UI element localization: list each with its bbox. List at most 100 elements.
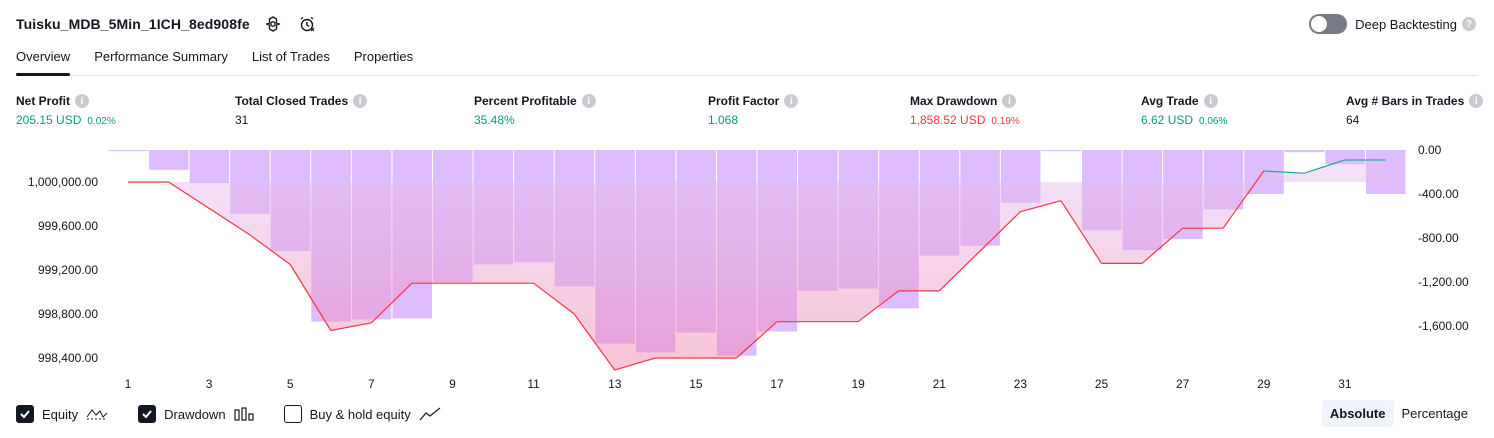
x-axis-tick: 11 bbox=[527, 377, 540, 391]
left-axis-tick: 998,800.00 bbox=[38, 307, 98, 321]
x-axis-tick: 29 bbox=[1257, 377, 1271, 391]
legend-equity[interactable]: Equity bbox=[16, 405, 108, 423]
metric-label: Net Profit bbox=[16, 94, 70, 108]
left-axis-tick: 999,200.00 bbox=[38, 263, 98, 277]
drawdown-bar bbox=[1284, 150, 1325, 153]
alarm-clock-icon[interactable] bbox=[296, 13, 318, 35]
x-axis-tick: 9 bbox=[449, 377, 456, 391]
metric-value: 64 bbox=[1346, 113, 1360, 127]
equity-line-segment bbox=[330, 322, 372, 332]
equity-area bbox=[128, 160, 1386, 371]
metric-value: 205.15 USD bbox=[16, 113, 82, 127]
value-mode-switch: Absolute Percentage bbox=[1321, 400, 1476, 427]
x-axis-tick: 5 bbox=[287, 377, 294, 391]
x-axis-tick: 27 bbox=[1176, 377, 1190, 391]
equity-line-segment bbox=[370, 282, 413, 324]
equity-line-segment bbox=[289, 264, 332, 331]
drawdown-bar bbox=[149, 150, 189, 170]
metric-net-profit: Net Profit i 205.15 USD 0.02% bbox=[16, 94, 116, 127]
tab-performance-summary[interactable]: Performance Summary bbox=[94, 49, 228, 64]
report-tabs: Overview Performance Summary List of Tra… bbox=[16, 44, 1478, 76]
legend-label: Drawdown bbox=[164, 406, 226, 422]
right-axis-tick: -1,600.00 bbox=[1418, 319, 1469, 333]
equity-line-segment bbox=[938, 250, 981, 292]
metric-avg-trade: Avg Trade i 6.62 USD 0.06% bbox=[1141, 94, 1227, 127]
x-axis-tick: 13 bbox=[608, 377, 622, 391]
buy-hold-checkbox[interactable] bbox=[283, 405, 302, 423]
left-axis-tick: 1,000,000.00 bbox=[28, 175, 98, 189]
absolute-button[interactable]: Absolute bbox=[1321, 400, 1394, 427]
drawdown-checkbox[interactable] bbox=[138, 405, 157, 423]
metric-avg-bars: Avg # Bars in Trades i 64 bbox=[1346, 94, 1484, 127]
equity-line-segment bbox=[249, 234, 291, 265]
metric-percent: 0.02% bbox=[87, 116, 116, 127]
x-axis-tick: 1 bbox=[125, 377, 132, 391]
legend-drawdown[interactable]: Drawdown bbox=[138, 405, 254, 423]
metric-value: 1,858.52 USD bbox=[910, 113, 986, 127]
drawdown-bar bbox=[108, 150, 149, 152]
x-axis-tick: 23 bbox=[1014, 377, 1028, 391]
metric-label: Total Closed Trades bbox=[235, 94, 349, 108]
legend-label: Buy & hold equity bbox=[309, 406, 411, 422]
x-axis-tick: 25 bbox=[1095, 377, 1109, 391]
x-axis-tick: 17 bbox=[770, 377, 784, 391]
right-axis-tick: -1,200.00 bbox=[1418, 275, 1469, 289]
info-icon[interactable]: i bbox=[784, 94, 799, 108]
left-axis: 1,000,000.00 999,600.00 999,200.00 998,800.… bbox=[28, 175, 98, 365]
chart-legend: Equity Drawdown Buy & hold equity bbox=[16, 404, 471, 424]
tab-properties[interactable]: Properties bbox=[353, 49, 414, 64]
percentage-button[interactable]: Percentage bbox=[1401, 406, 1469, 421]
x-axis-tick: 31 bbox=[1338, 377, 1352, 391]
info-icon[interactable]: i bbox=[1203, 94, 1218, 108]
strategy-title: Tuisku_MDB_5Min_1ICH_8ed908fe bbox=[16, 16, 250, 32]
info-icon[interactable]: i bbox=[581, 94, 596, 108]
equity-checkbox[interactable] bbox=[16, 405, 34, 423]
tab-list-of-trades[interactable]: List of Trades bbox=[251, 49, 330, 64]
metric-value: 31 bbox=[235, 113, 249, 127]
info-icon[interactable]: i bbox=[1002, 94, 1017, 108]
equity-line-segment bbox=[1222, 170, 1265, 229]
legend-buy-hold[interactable]: Buy & hold equity bbox=[283, 405, 441, 423]
equity-line-segment bbox=[736, 321, 778, 359]
toggle-knob bbox=[1311, 16, 1328, 32]
metric-label: Percent Profitable bbox=[474, 94, 577, 108]
x-axis-tick: 15 bbox=[689, 377, 703, 391]
equity-line-segment bbox=[168, 181, 210, 209]
deep-backtesting-toggle[interactable] bbox=[1309, 14, 1348, 34]
x-axis-tick: 21 bbox=[933, 377, 947, 391]
info-icon[interactable]: i bbox=[75, 94, 89, 108]
tab-overview[interactable]: Overview bbox=[16, 44, 71, 76]
equity-line-segment bbox=[533, 282, 575, 315]
equity-line-segment bbox=[1060, 200, 1103, 264]
info-icon[interactable]: i bbox=[353, 94, 368, 108]
left-axis-tick: 998,400.00 bbox=[38, 351, 98, 365]
metric-label: Avg # Bars in Trades bbox=[1346, 94, 1465, 108]
x-axis-tick: 3 bbox=[206, 377, 213, 391]
metric-value: 35.48% bbox=[474, 113, 515, 127]
x-axis-tick: 7 bbox=[368, 377, 375, 391]
metric-total-closed-trades: Total Closed Trades i 31 bbox=[235, 94, 368, 127]
metric-percent-profitable: Percent Profitable i 35.48% bbox=[474, 94, 596, 127]
equity-drawdown-chart[interactable]: 1,000,000.00 999,600.00 999,200.00 998,800.… bbox=[0, 140, 1494, 398]
equity-line-segment bbox=[573, 313, 616, 371]
x-axis: 1 3 5 7 9 11 13 15 17 19 21 23 25 27 29 31 bbox=[125, 377, 1352, 391]
metric-profit-factor: Profit Factor i 1.068 bbox=[708, 94, 799, 127]
right-axis-tick: -800.00 bbox=[1418, 231, 1459, 245]
left-axis-tick: 999,600.00 bbox=[38, 219, 98, 233]
equity-line-segment bbox=[208, 207, 251, 236]
right-axis-tick: -400.00 bbox=[1418, 187, 1459, 201]
right-axis-tick: 0.00 bbox=[1418, 143, 1442, 157]
equity-layer bbox=[128, 159, 1386, 371]
metric-label: Max Drawdown bbox=[910, 94, 998, 108]
equity-line-segment bbox=[1304, 159, 1346, 174]
deep-backtesting: Deep Backtesting ? bbox=[1309, 12, 1476, 36]
equity-line-segment bbox=[979, 211, 1021, 252]
equity-line-segment bbox=[1020, 200, 1062, 213]
equity-line-segment bbox=[1263, 170, 1305, 174]
deep-backtesting-label: Deep Backtesting bbox=[1355, 16, 1457, 32]
metric-percent: 0.06% bbox=[1199, 116, 1228, 127]
info-icon[interactable]: i bbox=[1469, 94, 1484, 108]
help-icon[interactable]: ? bbox=[1462, 17, 1476, 31]
drawdown-bar bbox=[1041, 150, 1081, 152]
gear-icon[interactable] bbox=[262, 13, 284, 35]
